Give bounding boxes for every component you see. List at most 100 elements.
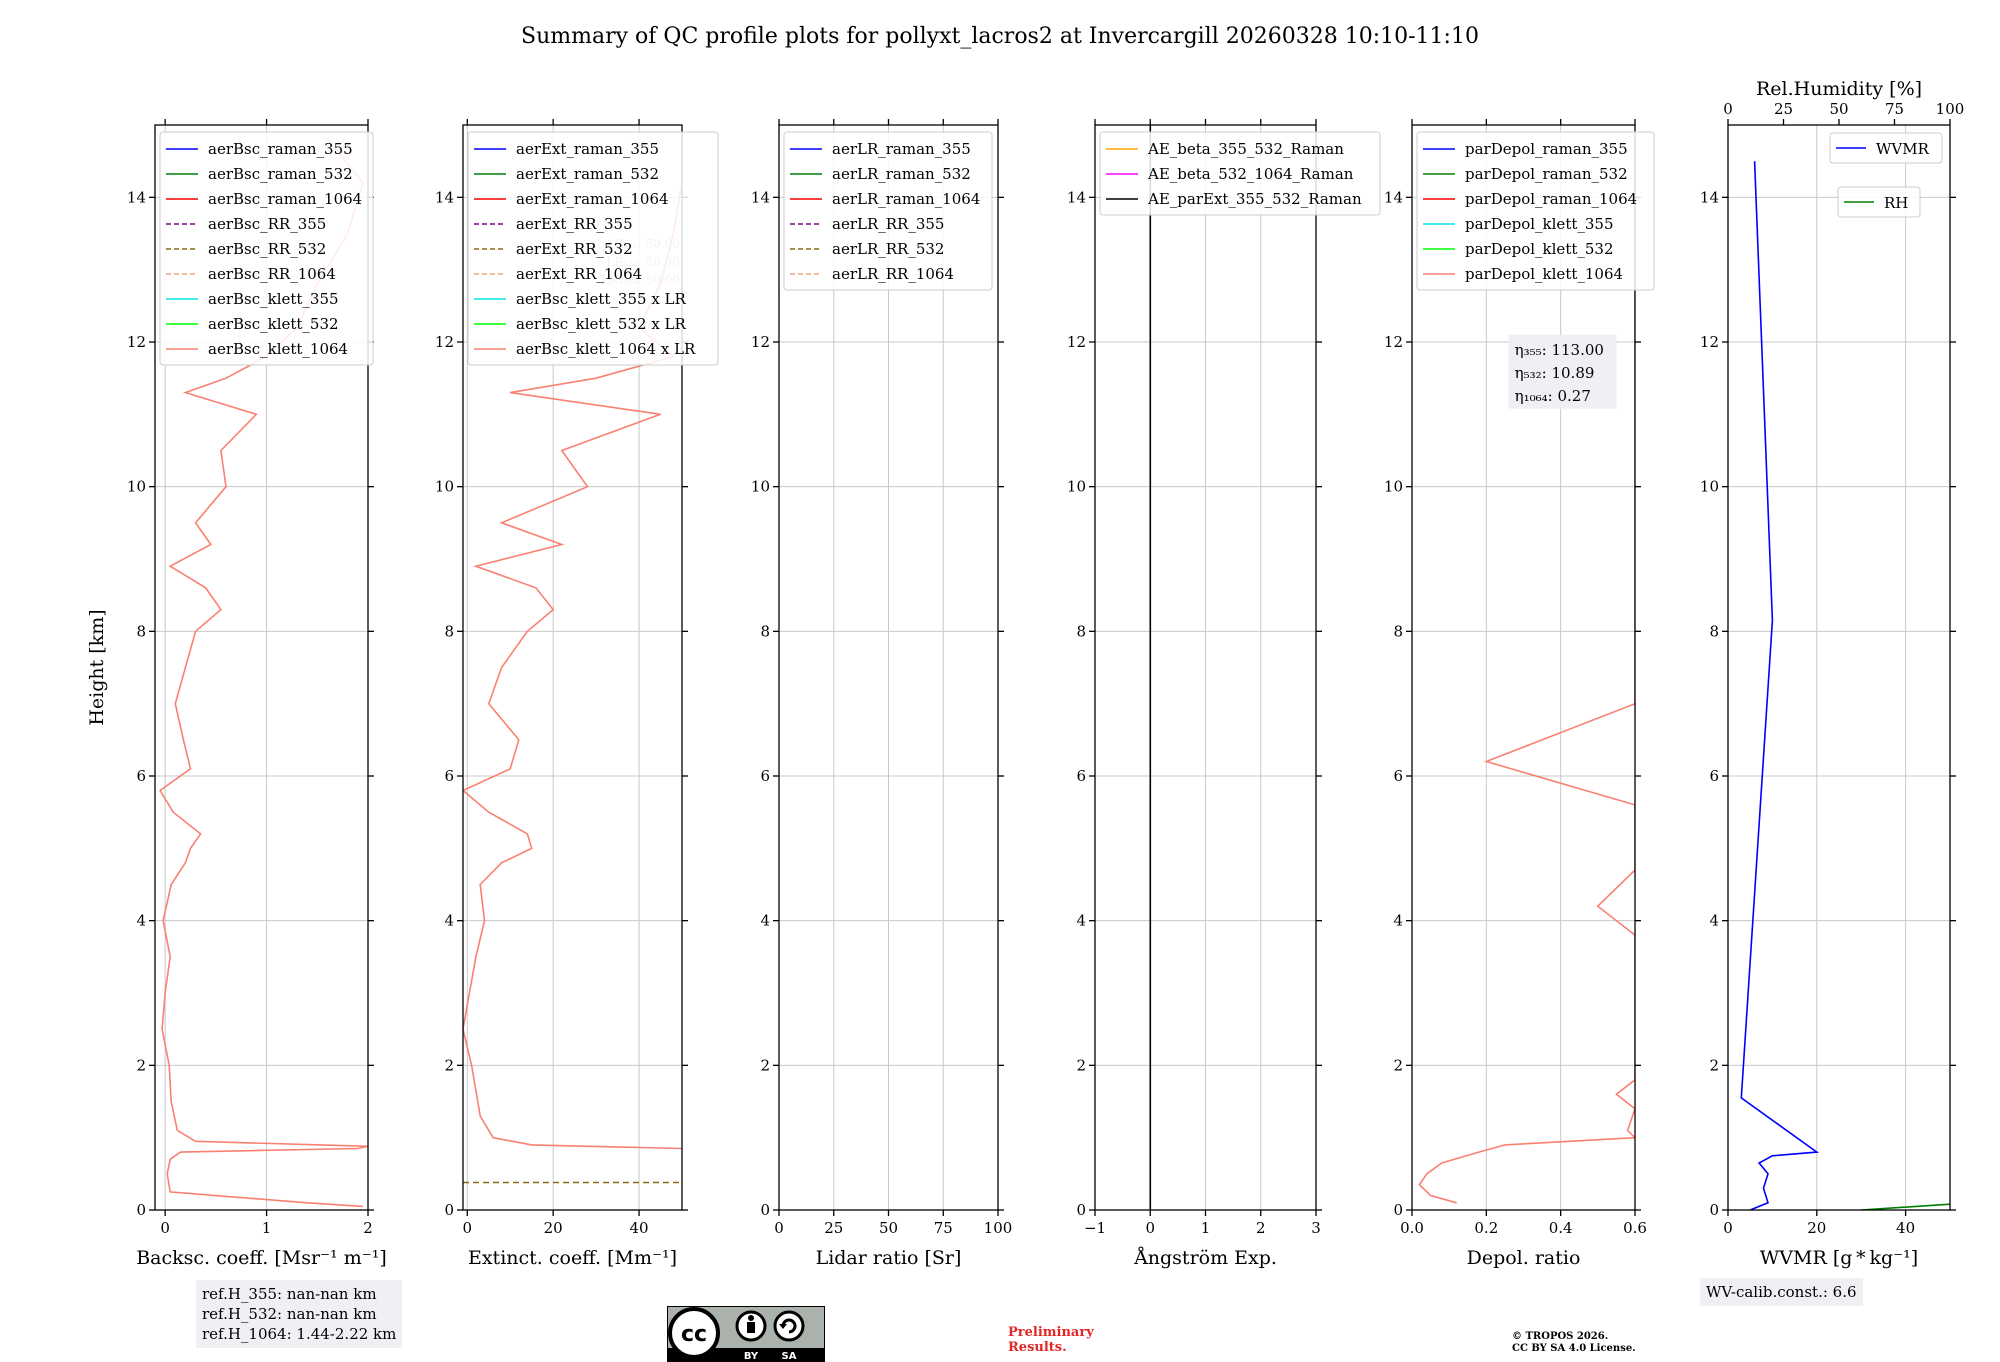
x-axis-label: Extinct. coeff. [Mm⁻¹]	[468, 1247, 677, 1269]
legend-label: aerLR_raman_532	[832, 165, 971, 183]
legend-label: aerBsc_klett_355	[208, 290, 339, 308]
y-tick-label: 2	[444, 1056, 454, 1074]
x-tick-label: 0	[774, 1219, 784, 1237]
y-tick-label: 0	[136, 1201, 146, 1219]
share-alike-icon	[773, 1310, 805, 1342]
ref-height-355: ref.H_355: nan-nan km	[202, 1285, 377, 1303]
series-aerBsc_klett_1064	[159, 138, 368, 1208]
panel-lidar_ratio: 0 2 4 6 8 10 12 14 0 25 50 75 100 Lidar ratio [Sr] aer…	[751, 119, 1012, 1269]
eta-box	[1508, 334, 1617, 409]
legend-label: aerLR_raman_1064	[832, 190, 980, 208]
y-tick-label: 12	[1067, 333, 1086, 351]
x-tick-label: 0	[160, 1219, 170, 1237]
legend-box	[1837, 186, 1921, 218]
y-tick-label: 0	[1393, 1201, 1403, 1219]
y-tick-label: 8	[1393, 622, 1403, 640]
y-tick-label: 12	[1700, 333, 1719, 351]
legend-label: aerBsc_RR_532	[208, 240, 326, 258]
x-tick-label: 100	[984, 1219, 1013, 1237]
preliminary-line-2: Results.	[1008, 1340, 1067, 1355]
y-tick-label: 10	[435, 478, 454, 496]
y-tick-label: 10	[751, 478, 770, 496]
legend-label: parDepol_raman_355	[1465, 140, 1628, 158]
legend-label: aerLR_raman_355	[832, 140, 971, 158]
x-tick-label: 40	[1896, 1219, 1915, 1237]
x-axis-label: Lidar ratio [Sr]	[816, 1247, 962, 1269]
legend-label: aerBsc_RR_355	[208, 215, 326, 233]
x-tick-label: 50	[879, 1219, 898, 1237]
x-tick-label: 0	[1145, 1219, 1155, 1237]
legend-label: aerExt_RR_355	[516, 215, 633, 233]
axes-frame	[1411, 124, 1636, 1211]
x-tick-label: 1	[1201, 1219, 1211, 1237]
y-tick-label: 10	[1384, 478, 1403, 496]
series-parDepol_klett_1064	[1418, 139, 1635, 1204]
y-tick-label: 4	[444, 912, 454, 930]
legend-label: aerBsc_raman_1064	[208, 190, 362, 208]
axes-frame	[154, 124, 369, 1211]
legend-label: aerBsc_RR_1064	[208, 265, 336, 283]
y-tick-label: 4	[1393, 912, 1403, 930]
x2-tick-label: 100	[1936, 100, 1965, 118]
x2-axis-label: Rel.Humidity [%]	[1756, 78, 1922, 100]
svg-text:cc: cc	[681, 1322, 707, 1347]
y-tick-label: 10	[1067, 478, 1086, 496]
x-tick-label: 0	[1723, 1219, 1733, 1237]
legend-label: AE_beta_532_1064_Raman	[1147, 165, 1354, 183]
legend-box	[1829, 132, 1943, 164]
y-tick-label: 14	[435, 188, 454, 206]
series-aerBsc_klett_1064 x LR	[463, 139, 682, 1150]
legend-label: AE_parExt_355_532_Raman	[1147, 190, 1362, 208]
preliminary-results-notice: Preliminary Results.	[1008, 1325, 1094, 1355]
legend-box	[783, 131, 993, 291]
y-tick-label: 10	[1700, 478, 1719, 496]
y-tick-label: 12	[127, 333, 146, 351]
copyright-line-1: © TROPOS 2026.	[1512, 1331, 1609, 1342]
x-tick-label: 20	[1807, 1219, 1826, 1237]
y-tick-label: 6	[760, 767, 770, 785]
legend-label: parDepol_klett_532	[1465, 240, 1614, 258]
axes-frame	[462, 124, 683, 1211]
y-tick-label: 6	[1076, 767, 1086, 785]
y-tick-label: 12	[435, 333, 454, 351]
figure-title: Summary of QC profile plots for pollyxt_…	[521, 24, 1479, 49]
y-tick-label: 12	[1384, 333, 1403, 351]
y-tick-label: 2	[1076, 1056, 1086, 1074]
series-RH	[1861, 1097, 1950, 1210]
ref-height-532: ref.H_532: nan-nan km	[202, 1305, 377, 1323]
preliminary-line-1: Preliminary	[1008, 1325, 1094, 1340]
y-tick-label: 0	[1076, 1201, 1086, 1219]
panel-depolarization: 0 2 4 6 8 10 12 14 0.0 0.2 0.4 0.6 Depol. ratio parDe…	[1384, 119, 1655, 1269]
x-tick-label: 2	[363, 1219, 373, 1237]
y-tick-label: 6	[136, 767, 146, 785]
y-tick-label: 4	[760, 912, 770, 930]
legend-label: aerExt_raman_355	[516, 140, 659, 158]
copyright-line-2: CC BY SA 4.0 License.	[1512, 1343, 1636, 1354]
legend-label: aerExt_RR_1064	[516, 265, 642, 283]
y-tick-label: 6	[1393, 767, 1403, 785]
eta-value: η₁₀₆₄: 0.27	[1515, 387, 1591, 405]
creative-commons-icon: cc	[668, 1307, 720, 1359]
ref-height-1064: ref.H_1064: 1.44-2.22 km	[202, 1325, 397, 1343]
y-tick-label: 14	[751, 188, 770, 206]
legend-label: aerExt_raman_532	[516, 165, 659, 183]
license-sa-label: SA	[782, 1351, 797, 1362]
y-tick-label: 14	[127, 188, 146, 206]
y-tick-label: 8	[444, 622, 454, 640]
x2-tick-label: 50	[1829, 100, 1848, 118]
y-tick-label: 4	[1076, 912, 1086, 930]
legend-box	[159, 131, 374, 366]
legend-label: aerBsc_klett_532 x LR	[516, 315, 687, 333]
legend-label: WVMR	[1876, 140, 1930, 158]
y-tick-label: 8	[1076, 622, 1086, 640]
y-tick-label: 6	[1709, 767, 1719, 785]
eta-value: η₅₃₂: 10.89	[1515, 364, 1595, 382]
wv-calibration-box: WV-calib.const.: 6.6	[1700, 1278, 1863, 1306]
x-axis-label: WVMR [g * kg⁻¹]	[1760, 1247, 1918, 1269]
cc-by-sa-license-badge: cc BY SA	[667, 1306, 825, 1362]
x2-tick-label: 0	[1723, 100, 1733, 118]
